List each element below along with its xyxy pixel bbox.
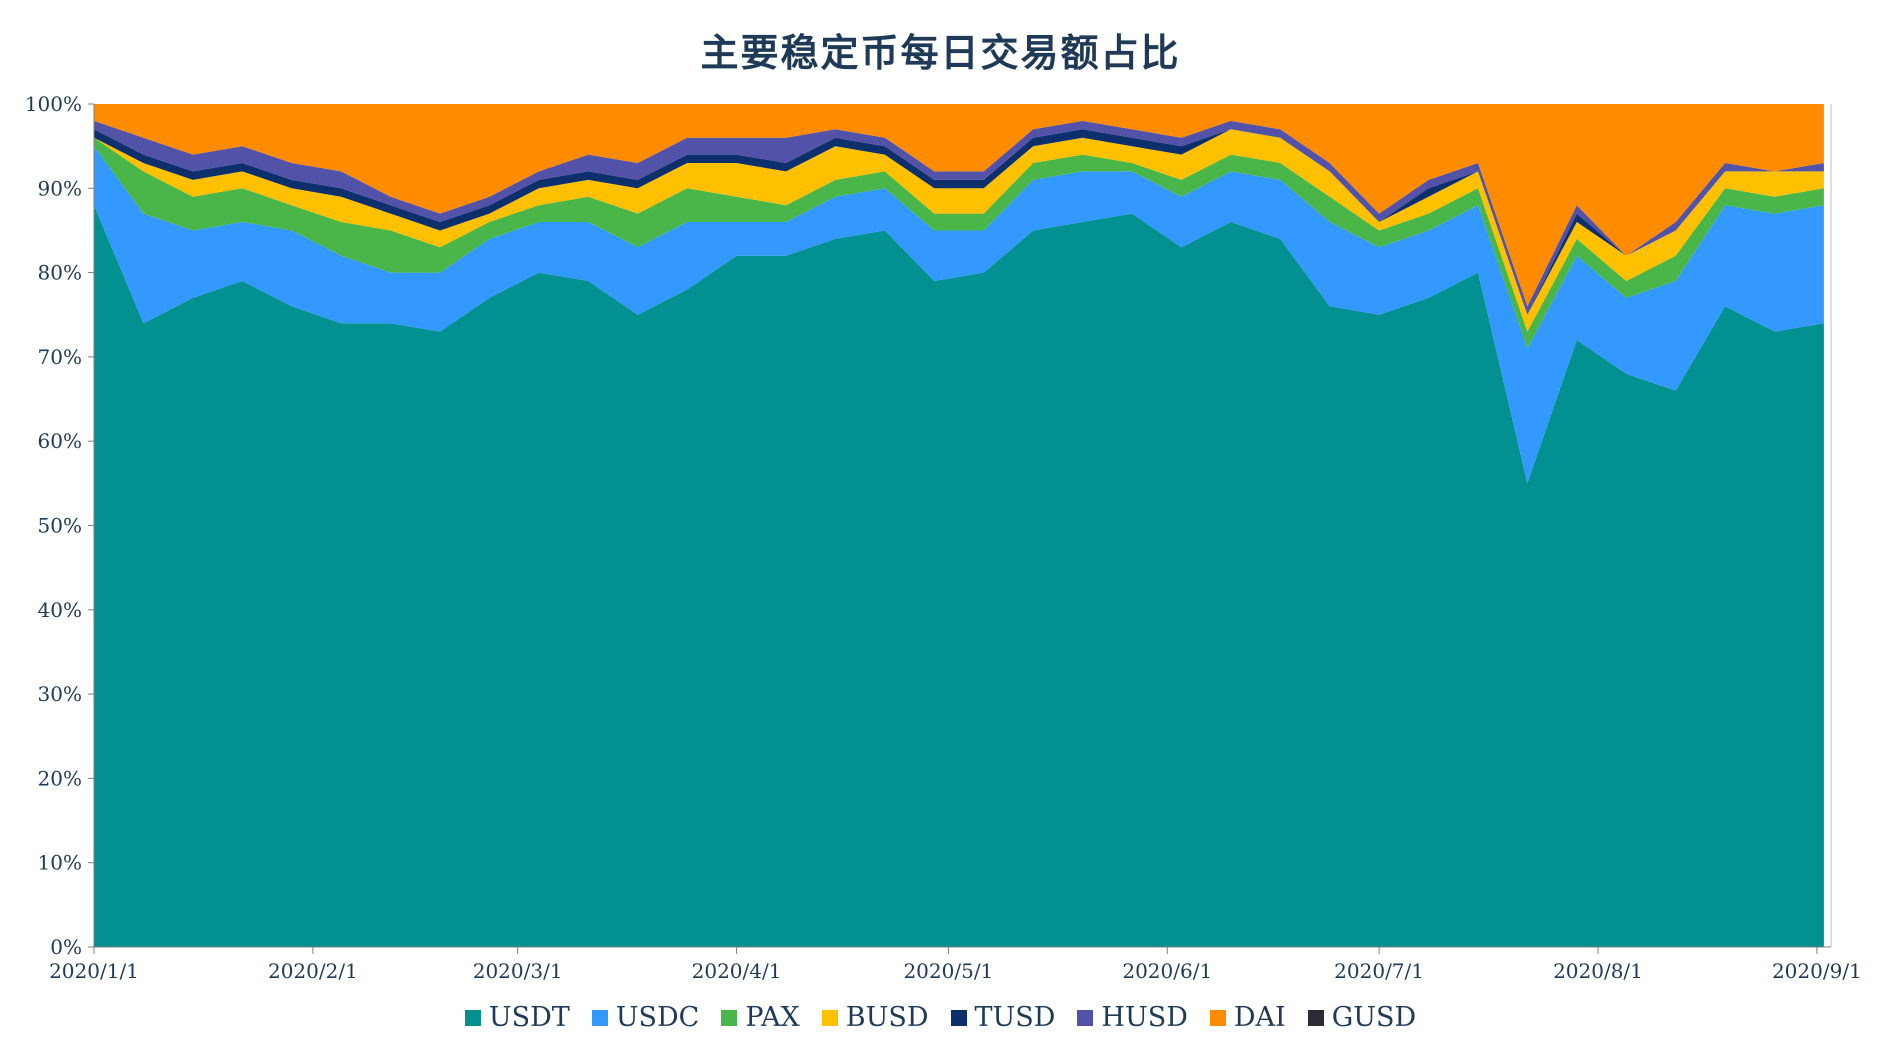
y-tick-label: 100% — [25, 92, 82, 116]
y-tick-label: 50% — [38, 514, 82, 538]
y-tick-label: 30% — [38, 682, 82, 706]
area-dai — [94, 104, 1824, 307]
legend-label: DAI — [1233, 1002, 1286, 1033]
y-tick-label: 0% — [50, 935, 82, 959]
x-tick-label: 2020/6/1 — [1122, 959, 1212, 983]
x-tick-label: 2020/9/1 — [1772, 959, 1862, 983]
y-tick-label: 20% — [38, 766, 82, 790]
x-tick-label: 2020/7/1 — [1334, 959, 1424, 983]
x-tick-label: 2020/1/1 — [49, 959, 139, 983]
legend-swatch — [464, 1009, 481, 1026]
legend: USDT USDC PAX BUSD TUSD HUSD DAI GUSD — [0, 1002, 1881, 1033]
y-tick-label: 40% — [38, 598, 82, 622]
y-tick-label: 70% — [38, 345, 82, 369]
area-husd — [94, 120, 1824, 315]
y-axis-ticks: 0% 10% 20% 30% 40% 50% 60% 70% 80% 90% 100% — [25, 92, 94, 959]
legend-item-husd: HUSD — [1077, 1002, 1188, 1033]
legend-swatch — [721, 1009, 738, 1026]
legend-label: PAX — [745, 1002, 800, 1033]
y-tick-label: 80% — [38, 261, 82, 285]
x-tick-label: 2020/5/1 — [903, 959, 993, 983]
x-tick-label: 2020/3/1 — [473, 959, 563, 983]
legend-label: TUSD — [974, 1002, 1056, 1033]
legend-label: USDT — [488, 1002, 570, 1033]
legend-label: HUSD — [1101, 1002, 1188, 1033]
y-tick-label: 60% — [38, 429, 82, 453]
legend-label: GUSD — [1331, 1002, 1417, 1033]
legend-item-usdt: USDT — [464, 1002, 570, 1033]
legend-item-dai: DAI — [1209, 1002, 1286, 1033]
x-tick-label: 2020/8/1 — [1553, 959, 1643, 983]
legend-swatch — [1209, 1009, 1226, 1026]
area-usdt — [94, 205, 1824, 947]
legend-item-pax: PAX — [721, 1002, 800, 1033]
y-tick-label: 10% — [38, 851, 82, 875]
legend-item-usdc: USDC — [591, 1002, 700, 1033]
y-tick-label: 90% — [38, 176, 82, 200]
legend-swatch — [591, 1009, 608, 1026]
legend-label: USDC — [615, 1002, 700, 1033]
legend-item-tusd: TUSD — [950, 1002, 1056, 1033]
stacked-area-chart: 0% 10% 20% 30% 40% 50% 60% 70% 80% 90% 100% 2020/1… — [25, 92, 1862, 983]
area-tusd — [94, 129, 1824, 315]
x-tick-label: 2020/2/1 — [268, 959, 358, 983]
area-usdc — [94, 146, 1824, 484]
series-areas — [94, 104, 1824, 947]
legend-label: BUSD — [845, 1002, 929, 1033]
legend-item-busd: BUSD — [821, 1002, 929, 1033]
x-tick-label: 2020/4/1 — [692, 959, 782, 983]
legend-swatch — [1077, 1009, 1094, 1026]
legend-swatch — [821, 1009, 838, 1026]
legend-item-gusd: GUSD — [1307, 1002, 1417, 1033]
chart-title: 主要稳定币每日交易额占比 — [700, 30, 1181, 75]
legend-swatch — [1307, 1009, 1324, 1026]
x-axis-ticks: 2020/1/1 2020/2/1 2020/3/1 2020/4/1 2020/5/1… — [49, 947, 1862, 983]
legend-swatch — [950, 1009, 967, 1026]
